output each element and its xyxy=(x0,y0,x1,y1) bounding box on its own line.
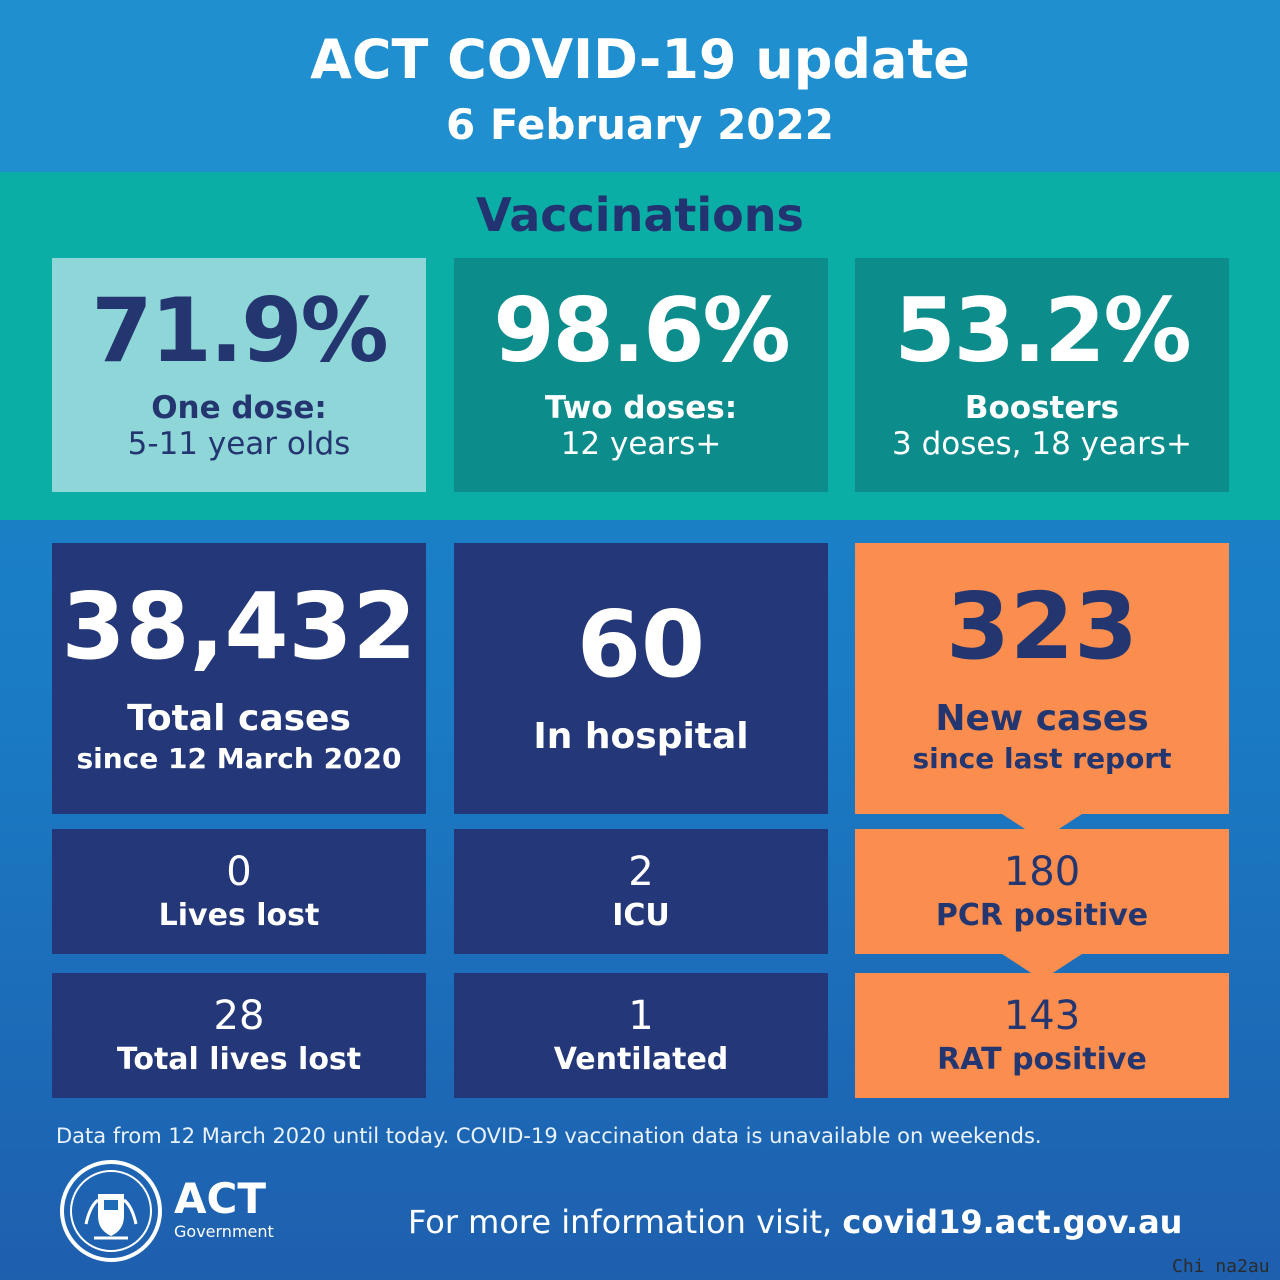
icu-label: ICU xyxy=(612,898,670,933)
rat-positive-card: 143 RAT positive xyxy=(855,973,1229,1098)
vaccination-card-one-dose: 71.9% One dose: 5-11 year olds xyxy=(52,258,426,492)
ventilated-label: Ventilated xyxy=(553,1042,729,1077)
new-cases-card: 323 New cases since last report xyxy=(855,543,1229,814)
ventilated-value: 1 xyxy=(628,993,654,1039)
total-lives-lost-card: 28 Total lives lost xyxy=(52,973,426,1098)
vaccination-card-boosters: 53.2% Boosters 3 doses, 18 years+ xyxy=(855,258,1229,492)
data-footnote: Data from 12 March 2020 until today. COV… xyxy=(56,1124,1042,1148)
vaccination-sublabel: 3 doses, 18 years+ xyxy=(892,426,1192,462)
icu-value: 2 xyxy=(628,849,654,895)
new-cases-sublabel: since last report xyxy=(912,741,1172,775)
lives-lost-label: Lives lost xyxy=(158,898,320,933)
down-arrow-icon xyxy=(1002,814,1082,840)
total-cases-sublabel: since 12 March 2020 xyxy=(76,741,402,775)
page-date: 6 February 2022 xyxy=(446,100,834,149)
ventilated-card: 1 Ventilated xyxy=(454,973,828,1098)
rat-positive-label: RAT positive xyxy=(937,1042,1147,1077)
more-info-label: For more information visit, xyxy=(408,1203,833,1241)
icu-card: 2 ICU xyxy=(454,829,828,954)
pcr-positive-value: 180 xyxy=(1003,849,1081,895)
vaccinations-heading: Vaccinations xyxy=(476,188,804,242)
total-cases-card: 38,432 Total cases since 12 March 2020 xyxy=(52,543,426,814)
vaccination-sublabel: 12 years+ xyxy=(560,426,722,462)
header-band xyxy=(0,0,1280,172)
lives-lost-value: 0 xyxy=(226,849,252,895)
logo-subtitle: Government xyxy=(174,1222,274,1241)
vaccination-label: Boosters xyxy=(964,390,1120,427)
down-arrow-icon xyxy=(1002,954,1082,980)
new-cases-label: New cases xyxy=(935,698,1149,740)
vaccination-sublabel: 5-11 year olds xyxy=(127,426,351,462)
page-title: ACT COVID-19 update xyxy=(310,28,970,91)
vaccination-value: 98.6% xyxy=(493,279,790,383)
logo-wordmark: ACT xyxy=(174,1174,266,1223)
vaccination-label: One dose: xyxy=(151,390,327,427)
pcr-positive-card: 180 PCR positive xyxy=(855,829,1229,954)
in-hospital-label: In hospital xyxy=(533,715,749,757)
new-cases-value: 323 xyxy=(945,573,1139,681)
vaccination-value: 53.2% xyxy=(894,279,1191,383)
act-government-crest-icon xyxy=(60,1160,162,1262)
watermark: Chi na2au xyxy=(1172,1256,1270,1277)
rat-positive-value: 143 xyxy=(1003,993,1081,1039)
crest-icon xyxy=(70,1170,152,1252)
total-lives-lost-label: Total lives lost xyxy=(116,1042,362,1077)
vaccination-value: 71.9% xyxy=(91,279,388,383)
vaccination-label: Two doses: xyxy=(544,390,738,427)
in-hospital-value: 60 xyxy=(576,590,706,698)
in-hospital-card: 60 In hospital xyxy=(454,543,828,814)
website-link[interactable]: covid19.act.gov.au xyxy=(842,1203,1183,1241)
vaccination-card-two-doses: 98.6% Two doses: 12 years+ xyxy=(454,258,828,492)
lives-lost-card: 0 Lives lost xyxy=(52,829,426,954)
pcr-positive-label: PCR positive xyxy=(935,898,1149,933)
total-lives-lost-value: 28 xyxy=(213,993,265,1039)
total-cases-value: 38,432 xyxy=(61,573,417,681)
total-cases-label: Total cases xyxy=(127,698,351,740)
more-info-text: For more information visit, covid19.act.… xyxy=(408,1203,1182,1241)
